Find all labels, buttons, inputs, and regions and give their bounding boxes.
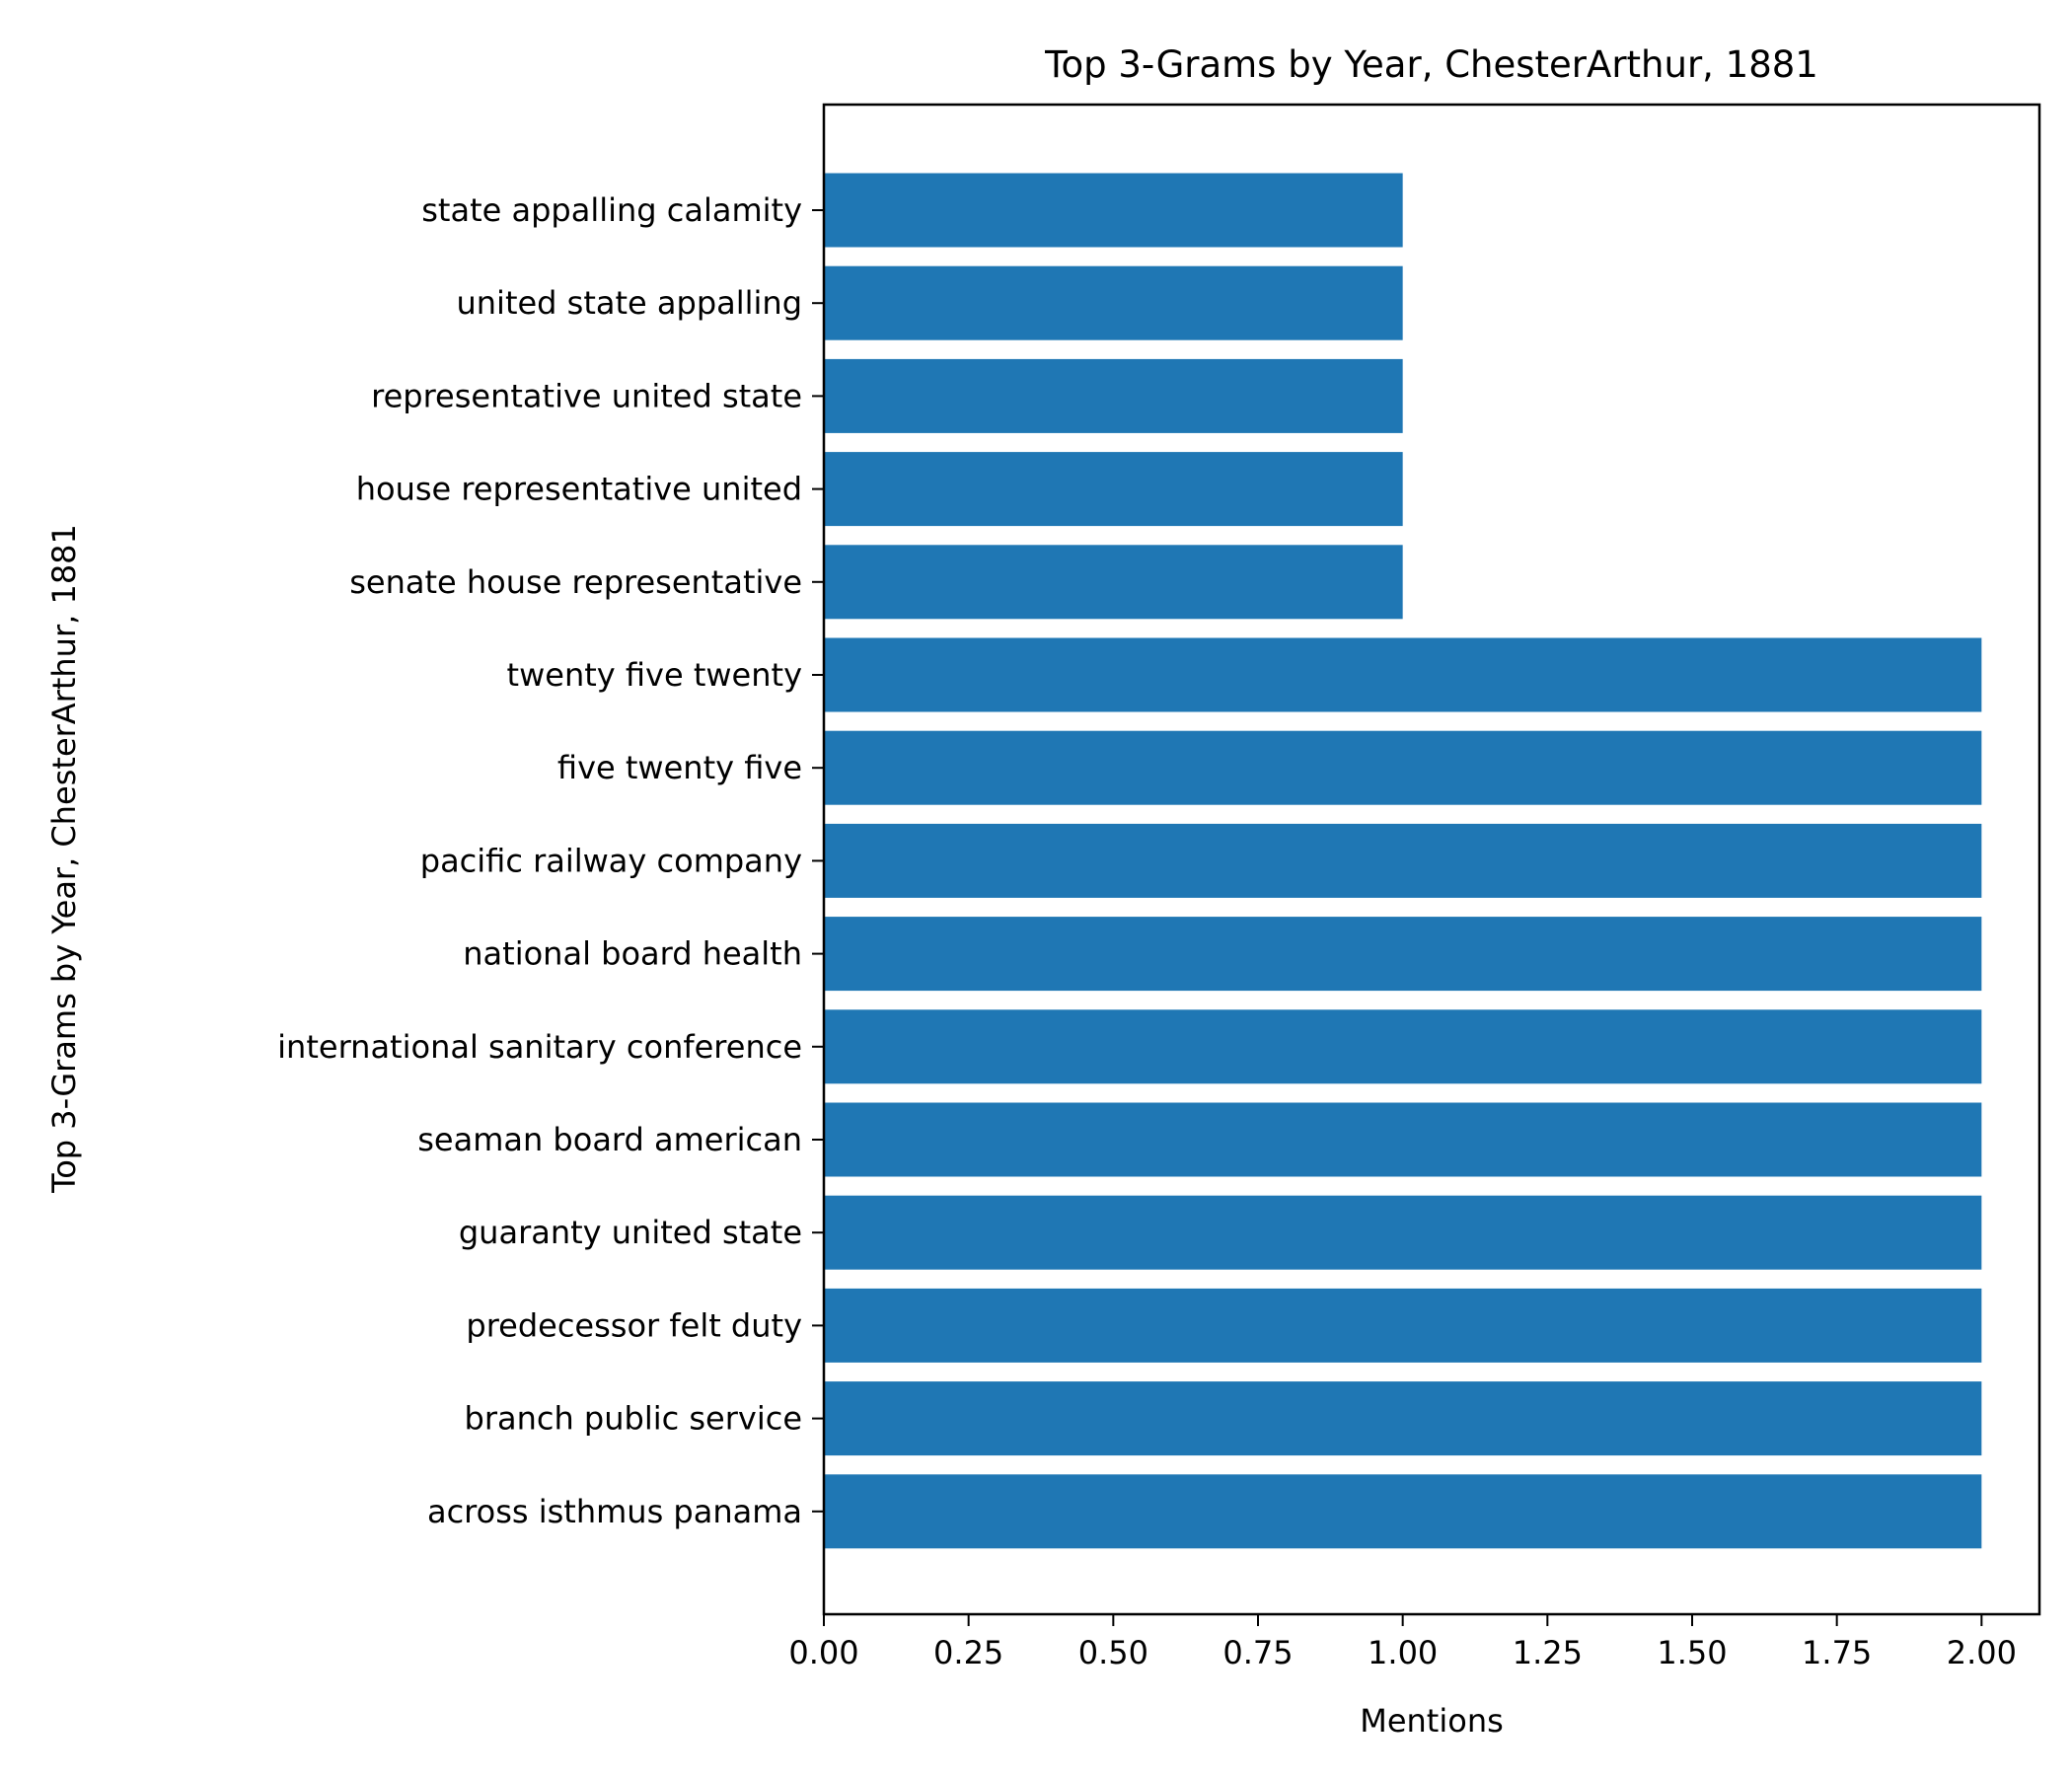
x-tick-label: 1.00	[1368, 1634, 1438, 1671]
ticks-layer: state appalling calamity united state app…	[277, 191, 2017, 1671]
bar	[824, 1381, 1982, 1456]
x-tick-label: 2.00	[1947, 1634, 2017, 1671]
y-tick-label: senate house representative	[349, 563, 802, 601]
y-tick-label: international sanitary conference	[277, 1028, 802, 1066]
y-tick-label: national board health	[463, 935, 802, 973]
bar	[824, 545, 1403, 620]
x-tick-label: 0.00	[788, 1634, 858, 1671]
chart-title: Top 3-Grams by Year, ChesterArthur, 1881	[1044, 43, 1818, 86]
bar	[824, 173, 1403, 248]
y-tick-label: house representative united	[356, 471, 802, 508]
bar	[824, 1102, 1982, 1177]
bar	[824, 1474, 1982, 1549]
y-tick-label: united state appalling	[456, 284, 802, 322]
y-tick-label: seaman board american	[417, 1121, 802, 1158]
x-tick-label: 1.75	[1802, 1634, 1872, 1671]
y-tick-label: representative united state	[371, 377, 802, 414]
y-tick-label: twenty five twenty	[507, 656, 802, 694]
y-axis-label: Top 3-Grams by Year, ChesterArthur, 1881	[45, 524, 83, 1194]
bars-layer	[824, 173, 1982, 1549]
y-tick-label: branch public service	[465, 1400, 802, 1438]
y-tick-label: pacific railway company	[420, 842, 802, 879]
bar	[824, 452, 1403, 527]
bar	[824, 358, 1403, 433]
bar	[824, 637, 1982, 712]
x-axis-label: Mentions	[1360, 1702, 1504, 1740]
y-tick-label: five twenty five	[557, 749, 802, 786]
x-tick-label: 1.25	[1513, 1634, 1583, 1671]
y-tick-label: predecessor felt duty	[466, 1306, 802, 1344]
bar	[824, 1195, 1982, 1270]
plot-frame	[822, 103, 2041, 1616]
x-tick-label: 1.50	[1657, 1634, 1727, 1671]
bar	[824, 823, 1982, 898]
x-tick-label: 0.75	[1222, 1634, 1293, 1671]
bar	[824, 1288, 1982, 1363]
bar	[824, 730, 1982, 805]
x-tick-label: 0.50	[1078, 1634, 1148, 1671]
y-tick-label: state appalling calamity	[421, 191, 802, 229]
bar	[824, 1009, 1982, 1084]
bar	[824, 917, 1982, 992]
y-tick-label: across isthmus panama	[427, 1493, 802, 1530]
x-tick-label: 0.25	[933, 1634, 1003, 1671]
y-tick-label: guaranty united state	[459, 1214, 802, 1251]
bar	[824, 265, 1403, 340]
